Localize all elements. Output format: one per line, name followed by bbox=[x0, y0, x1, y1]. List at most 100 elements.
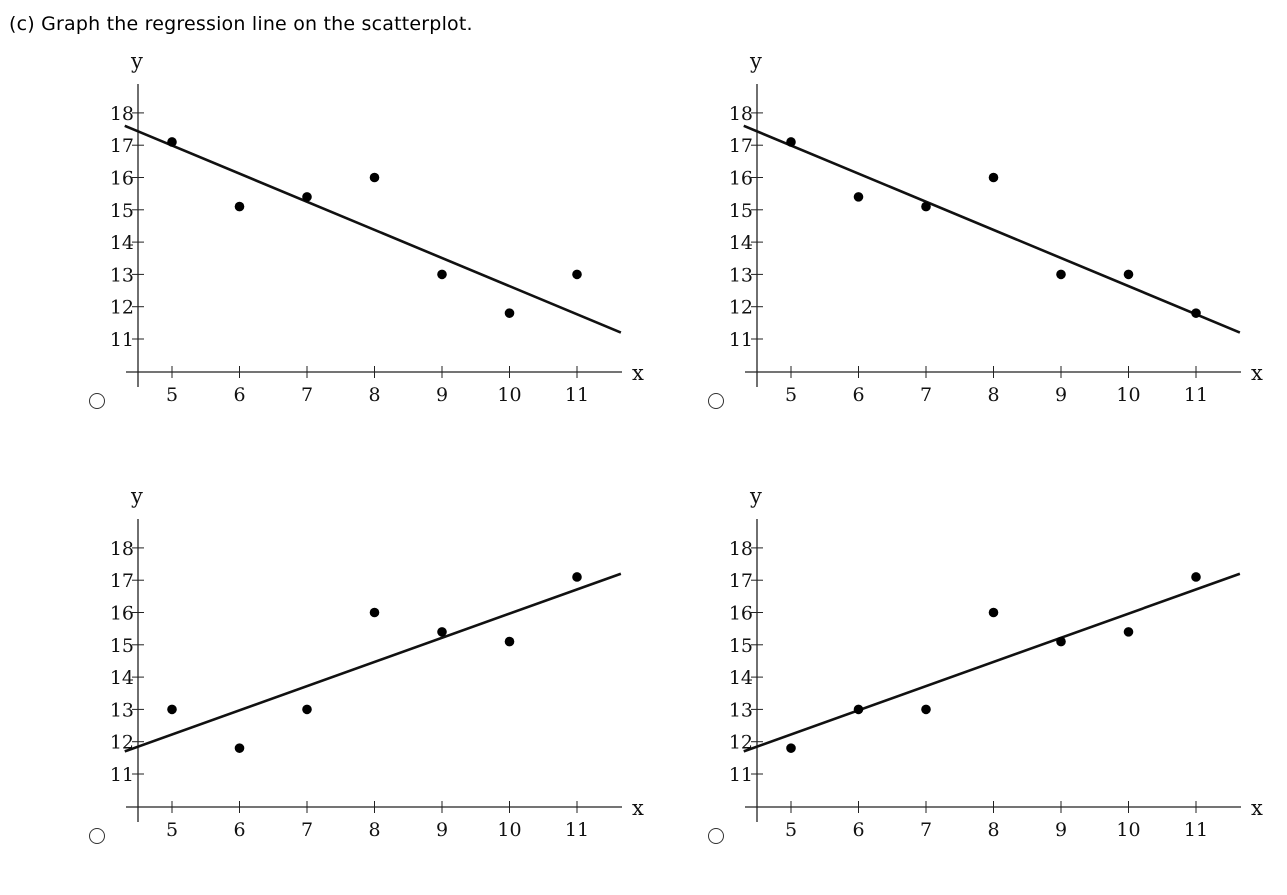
x-tick-label: 11 bbox=[565, 384, 589, 406]
x-axis-label: x bbox=[632, 361, 644, 385]
answer-option-3[interactable]: x y 5 6 7 8 9 10 11 11 12 13 14 15 16 17 18 bbox=[0, 475, 644, 895]
data-point bbox=[1056, 636, 1066, 647]
y-tick-label: 16 bbox=[729, 603, 753, 625]
answer-option-4[interactable]: x y 5 6 7 8 9 10 11 11 12 13 14 15 16 17 18 bbox=[619, 475, 1263, 895]
x-tick-label: 7 bbox=[920, 819, 932, 841]
data-point bbox=[302, 192, 312, 202]
data-point bbox=[572, 572, 582, 582]
radio-button-2[interactable] bbox=[708, 393, 724, 409]
x-tick-label: 9 bbox=[436, 384, 448, 406]
x-tick-label: 9 bbox=[1055, 819, 1067, 841]
x-tick-label: 10 bbox=[1116, 819, 1140, 841]
data-point bbox=[988, 607, 999, 618]
y-tick-label: 16 bbox=[110, 168, 134, 190]
y-tick-label: 18 bbox=[729, 103, 753, 125]
y-tick-label: 12 bbox=[729, 297, 753, 319]
y-tick-label: 11 bbox=[729, 329, 753, 351]
data-point bbox=[437, 627, 447, 637]
y-tick-label: 13 bbox=[110, 699, 134, 721]
y-tick-label: 12 bbox=[110, 297, 134, 319]
y-tick-label: 16 bbox=[110, 603, 134, 625]
y-tick-label: 18 bbox=[110, 538, 134, 560]
data-point bbox=[1056, 269, 1066, 280]
x-tick-label: 6 bbox=[852, 819, 864, 841]
regression-line bbox=[743, 124, 1241, 334]
regression-line bbox=[124, 572, 622, 753]
y-tick-label: 15 bbox=[729, 200, 753, 222]
x-tick-label: 7 bbox=[920, 384, 932, 406]
y-tick-label: 12 bbox=[110, 732, 134, 754]
data-point bbox=[1191, 572, 1201, 582]
y-axis-label: y bbox=[749, 484, 762, 508]
data-point bbox=[786, 137, 796, 147]
data-point bbox=[234, 201, 245, 212]
y-tick-label: 13 bbox=[729, 264, 753, 286]
data-point bbox=[369, 172, 380, 183]
answer-option-1[interactable]: x y 5 6 7 8 9 10 11 11 12 13 14 15 16 17 18 bbox=[0, 40, 644, 460]
x-tick-label: 6 bbox=[233, 819, 245, 841]
y-tick-label: 14 bbox=[110, 667, 134, 689]
radio-button-4[interactable] bbox=[708, 828, 724, 844]
y-tick-label: 13 bbox=[729, 699, 753, 721]
y-tick-label: 14 bbox=[729, 667, 753, 689]
answer-option-2[interactable]: x y 5 6 7 8 9 10 11 11 12 13 14 15 16 17 18 bbox=[619, 40, 1263, 460]
x-tick-label: 5 bbox=[166, 384, 178, 406]
x-tick-label: 8 bbox=[987, 819, 999, 841]
y-tick-label: 12 bbox=[729, 732, 753, 754]
y-tick-label: 11 bbox=[110, 329, 134, 351]
data-point bbox=[988, 172, 999, 183]
y-tick-label: 17 bbox=[110, 570, 134, 592]
data-point bbox=[853, 192, 864, 202]
y-tick-label: 17 bbox=[110, 135, 134, 157]
radio-button-3[interactable] bbox=[89, 828, 105, 844]
data-point bbox=[369, 607, 380, 618]
radio-button-1[interactable] bbox=[89, 393, 105, 409]
x-tick-label: 8 bbox=[987, 384, 999, 406]
data-point bbox=[504, 308, 515, 318]
data-point bbox=[1123, 627, 1134, 637]
x-tick-label: 8 bbox=[368, 819, 380, 841]
y-tick-label: 11 bbox=[110, 764, 134, 786]
x-tick-label: 5 bbox=[166, 819, 178, 841]
x-tick-label: 11 bbox=[1184, 819, 1208, 841]
data-point bbox=[234, 743, 245, 753]
y-tick-label: 18 bbox=[110, 103, 134, 125]
y-tick-label: 15 bbox=[110, 200, 134, 222]
x-tick-label: 11 bbox=[1184, 384, 1208, 406]
x-tick-label: 9 bbox=[436, 819, 448, 841]
x-tick-label: 5 bbox=[785, 819, 797, 841]
y-tick-label: 15 bbox=[729, 635, 753, 657]
data-point bbox=[572, 269, 582, 280]
x-axis-label: x bbox=[1251, 361, 1263, 385]
scatterplot-2: x y 5 6 7 8 9 10 11 11 12 13 14 15 16 17 18 bbox=[729, 49, 1263, 406]
y-tick-label: 16 bbox=[729, 168, 753, 190]
data-point bbox=[167, 137, 177, 147]
x-tick-label: 6 bbox=[852, 384, 864, 406]
scatterplot-4: x y 5 6 7 8 9 10 11 11 12 13 14 15 16 17 18 bbox=[729, 484, 1263, 841]
y-axis-label: y bbox=[749, 49, 762, 73]
y-tick-label: 17 bbox=[729, 570, 753, 592]
x-tick-label: 7 bbox=[301, 384, 313, 406]
x-tick-label: 10 bbox=[497, 384, 521, 406]
data-point bbox=[921, 704, 931, 715]
x-tick-label: 5 bbox=[785, 384, 797, 406]
data-point bbox=[437, 269, 447, 280]
data-point bbox=[853, 704, 864, 715]
regression-line bbox=[743, 572, 1241, 753]
x-axis-label: x bbox=[632, 796, 644, 820]
y-axis-label: y bbox=[130, 49, 143, 73]
data-point bbox=[921, 201, 931, 212]
x-axis-label: x bbox=[1251, 796, 1263, 820]
x-tick-label: 10 bbox=[1116, 384, 1140, 406]
y-tick-label: 13 bbox=[110, 264, 134, 286]
data-point bbox=[1123, 269, 1134, 280]
y-tick-label: 17 bbox=[729, 135, 753, 157]
y-tick-label: 14 bbox=[729, 232, 753, 254]
data-point bbox=[504, 636, 515, 647]
data-point bbox=[786, 743, 796, 753]
y-axis-label: y bbox=[130, 484, 143, 508]
regression-line bbox=[124, 124, 622, 334]
scatterplot-1: x y 5 6 7 8 9 10 11 11 12 13 14 15 16 17 18 bbox=[110, 49, 644, 406]
data-point bbox=[1191, 308, 1201, 318]
data-point bbox=[302, 704, 312, 715]
